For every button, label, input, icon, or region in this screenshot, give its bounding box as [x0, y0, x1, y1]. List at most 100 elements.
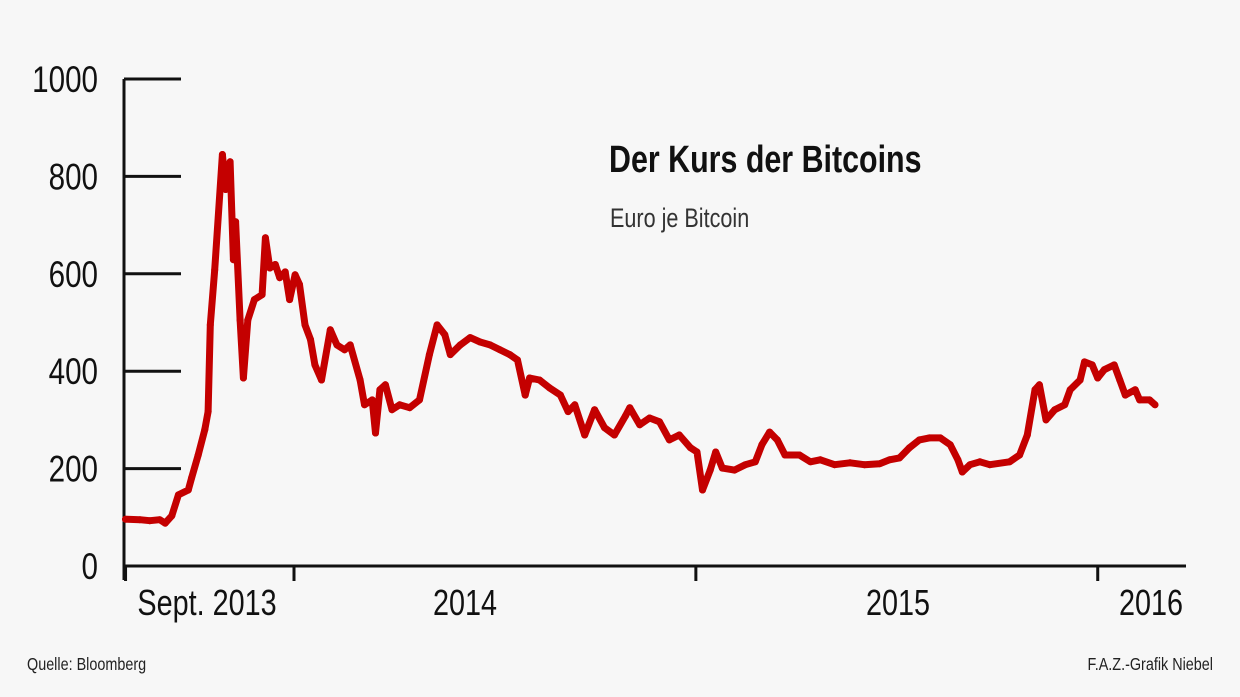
- data-point: [446, 351, 454, 359]
- axes: [122, 77, 1186, 581]
- data-point: [773, 436, 781, 444]
- y-tick-labels: 0 200 400 600 800 1000: [32, 60, 98, 588]
- data-point: [954, 456, 962, 464]
- data-point: [665, 436, 673, 444]
- data-point: [986, 461, 994, 469]
- x-tick-label: Sept. 2013: [137, 582, 276, 623]
- data-point: [545, 384, 553, 392]
- data-point: [556, 391, 564, 399]
- data-point: [388, 406, 396, 414]
- data-point: [476, 338, 484, 346]
- data-point: [946, 441, 954, 449]
- data-point: [876, 460, 884, 468]
- data-point: [244, 316, 252, 324]
- data-point: [1081, 358, 1088, 366]
- data-point: [646, 414, 654, 422]
- data-point: [886, 456, 894, 464]
- data-point: [601, 424, 608, 432]
- data-point: [261, 234, 269, 242]
- data-point: [860, 461, 868, 469]
- data-point: [571, 401, 579, 409]
- data-point: [925, 434, 933, 442]
- data-points: [122, 151, 1159, 527]
- data-point: [466, 334, 474, 342]
- y-tick-label: 400: [49, 352, 98, 393]
- data-point: [184, 486, 192, 494]
- data-point: [194, 451, 202, 459]
- x-tick-label: 2015: [866, 582, 930, 623]
- data-point: [368, 396, 376, 404]
- data-point: [1116, 376, 1124, 384]
- data-point: [610, 431, 618, 439]
- data-point: [291, 271, 299, 279]
- data-point: [1151, 401, 1159, 409]
- data-point: [486, 341, 494, 349]
- data-point: [675, 431, 683, 439]
- data-point: [1023, 431, 1031, 439]
- data-point: [218, 151, 226, 158]
- data-point: [122, 515, 129, 523]
- data-point: [1136, 396, 1144, 404]
- data-point: [307, 336, 314, 343]
- data-point: [276, 274, 284, 282]
- data-point: [301, 321, 309, 329]
- data-point: [396, 401, 404, 409]
- data-point: [266, 264, 274, 272]
- x-tick-label: 2014: [433, 582, 497, 623]
- data-point: [204, 408, 212, 416]
- data-point: [229, 256, 237, 264]
- x-tick-labels: Sept. 2013 2014 2015 2016: [137, 582, 1183, 623]
- data-point: [536, 376, 543, 384]
- data-point: [741, 461, 749, 469]
- data-point: [236, 316, 244, 324]
- data-point: [915, 436, 923, 444]
- data-point: [232, 218, 240, 226]
- data-point: [381, 381, 389, 389]
- data-point: [936, 434, 944, 442]
- data-point: [958, 468, 966, 476]
- data-point: [1110, 361, 1118, 369]
- data-point: [966, 461, 974, 469]
- data-point: [831, 461, 839, 469]
- data-point: [188, 474, 196, 482]
- credit-note: F.A.Z.-Grafik Niebel: [1088, 655, 1213, 675]
- data-point: [591, 406, 599, 414]
- data-point: [1051, 406, 1059, 414]
- data-point: [416, 396, 423, 404]
- data-point: [656, 418, 663, 426]
- data-point: [1088, 361, 1096, 369]
- data-point: [361, 401, 368, 409]
- data-point: [514, 356, 521, 364]
- data-point: [1061, 401, 1069, 409]
- data-point: [425, 351, 433, 359]
- y-tick-label: 1000: [32, 60, 98, 101]
- x-tick-label: 2016: [1119, 582, 1183, 623]
- data-point: [311, 361, 319, 369]
- data-point: [156, 516, 164, 524]
- data-point: [146, 517, 154, 525]
- data-point: [730, 466, 738, 474]
- data-point: [250, 296, 258, 304]
- data-point: [333, 341, 341, 349]
- data-point: [206, 321, 214, 329]
- data-point: [168, 512, 176, 520]
- data-point: [406, 404, 414, 412]
- data-point: [222, 186, 230, 193]
- data-point: [581, 431, 589, 439]
- data-point: [706, 466, 714, 474]
- data-point: [433, 321, 441, 329]
- data-point: [693, 448, 701, 456]
- data-point: [1035, 381, 1043, 389]
- data-point: [1094, 374, 1102, 382]
- data-point: [526, 374, 534, 382]
- data-point: [1016, 451, 1024, 459]
- data-point: [296, 281, 303, 288]
- data-point: [441, 331, 449, 339]
- data-point: [751, 458, 759, 466]
- data-point: [318, 376, 325, 384]
- y-tick-label: 0: [82, 547, 98, 588]
- data-point: [456, 341, 464, 349]
- data-point: [506, 351, 514, 359]
- data-point: [1042, 416, 1050, 424]
- data-point: [326, 326, 334, 334]
